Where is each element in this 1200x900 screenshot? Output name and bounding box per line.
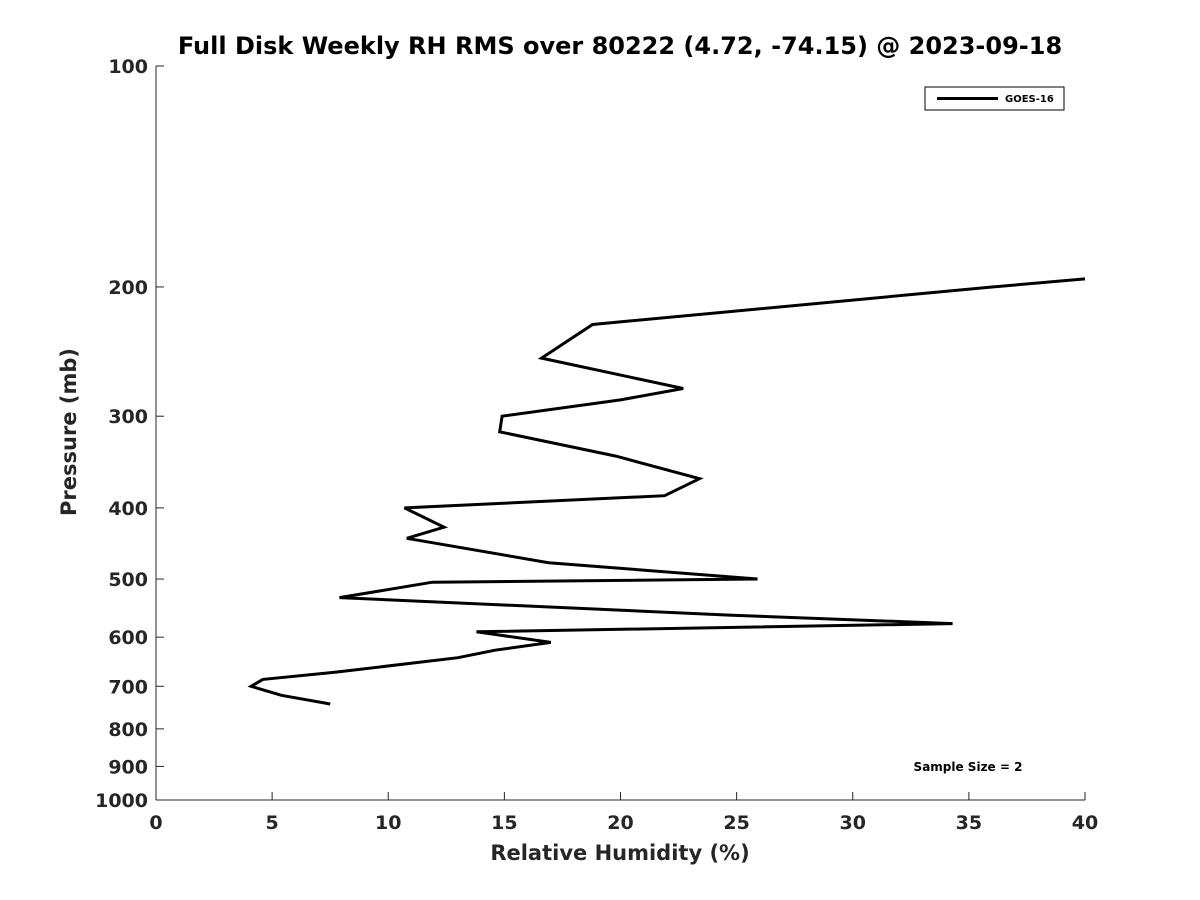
x-tick-label: 20 (607, 812, 633, 834)
chart-title: Full Disk Weekly RH RMS over 80222 (4.72… (178, 32, 1062, 60)
series-group (247, 277, 1086, 706)
y-tick-label: 400 (108, 498, 148, 520)
series-line-goes-16 (247, 277, 1086, 706)
y-tick-label: 200 (108, 277, 148, 299)
x-tick-label: 15 (491, 812, 517, 834)
y-axis-label: Pressure (mb) (57, 348, 81, 516)
y-tick-label: 700 (108, 676, 148, 698)
y-tick-label: 900 (108, 756, 148, 778)
x-tick-label: 25 (723, 812, 749, 834)
x-tick-label: 40 (1072, 812, 1098, 834)
x-axis-label: Relative Humidity (%) (490, 841, 749, 865)
ticks: 0 5 10 15 20 25 30 35 40 100 200 300 400 500 600 700 800… (95, 56, 1098, 834)
y-tick-label: 600 (108, 627, 148, 649)
y-tick-label: 1000 (95, 790, 148, 812)
x-tick-label: 35 (956, 812, 982, 834)
legend: GOES-16 (924, 86, 1065, 111)
y-tick-label: 100 (108, 56, 148, 78)
y-tick-label: 300 (108, 406, 148, 428)
x-tick-label: 30 (840, 812, 866, 834)
legend-label-goes-16: GOES-16 (1005, 94, 1054, 105)
y-tick-label: 800 (108, 719, 148, 741)
x-tick-label: 10 (375, 812, 401, 834)
x-tick-label: 0 (149, 812, 162, 834)
x-tick-label: 5 (266, 812, 279, 834)
sample-size-annotation: Sample Size = 2 (914, 760, 1023, 774)
y-tick-label: 500 (108, 569, 148, 591)
axes (155, 66, 1085, 801)
